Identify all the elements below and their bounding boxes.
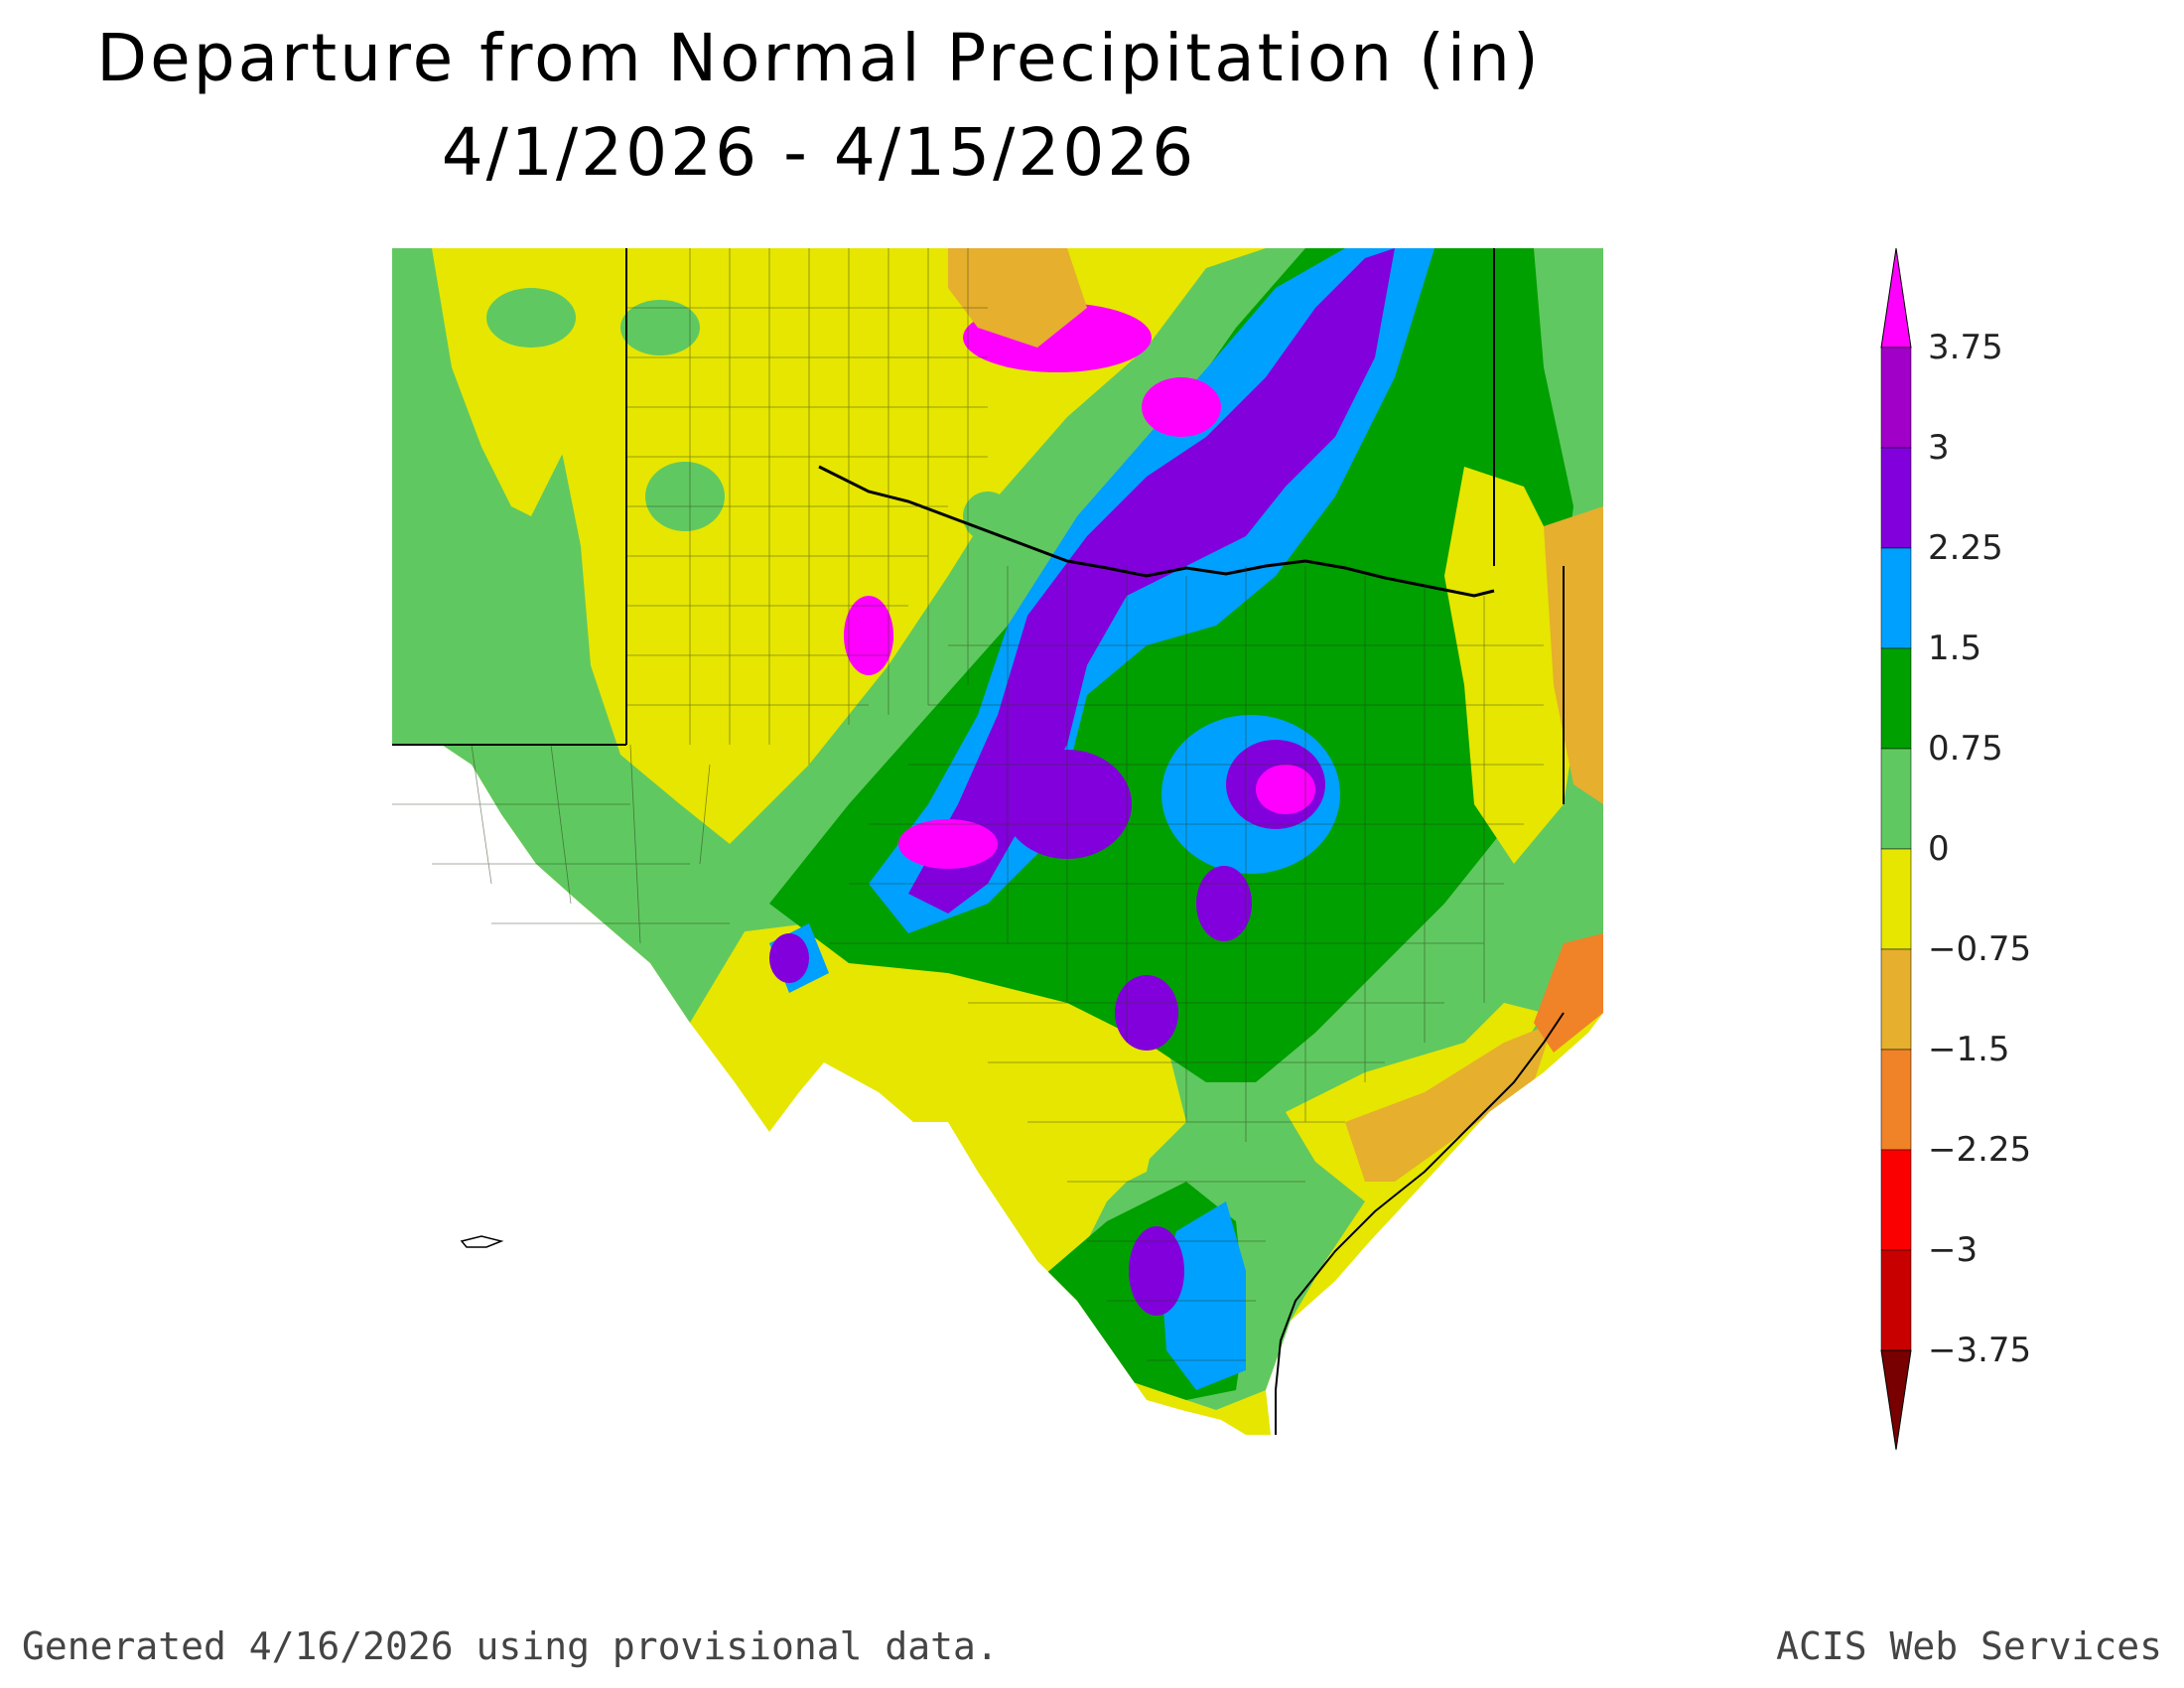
precipitation-field — [392, 248, 1603, 1435]
legend-swatch — [1880, 647, 1912, 750]
legend-swatch — [1880, 447, 1912, 549]
island-outline — [460, 1235, 504, 1248]
generated-note: Generated 4/16/2026 using provisional da… — [22, 1624, 999, 1668]
legend-swatch — [1880, 1149, 1912, 1251]
legend-label: −3.75 — [1928, 1331, 2032, 1370]
source-credit: ACIS Web Services — [1776, 1624, 2162, 1668]
legend-max-arrow — [1880, 247, 1912, 349]
state-boundaries — [392, 248, 1565, 804]
precipitation-map — [392, 248, 1603, 1450]
legend-label: 0 — [1928, 829, 1950, 869]
legend-swatch — [1880, 1049, 1912, 1151]
legend-swatch — [1880, 848, 1912, 950]
legend-label: 1.5 — [1928, 629, 1982, 668]
legend-swatch — [1880, 748, 1912, 850]
legend-label: 3.75 — [1928, 328, 2003, 367]
coastline — [1275, 1012, 1565, 1435]
county-lines — [392, 248, 1544, 1361]
legend-swatch — [1880, 347, 1912, 449]
legend-label: −1.5 — [1928, 1030, 2010, 1069]
color-legend: 3.75 3 2.25 1.5 0.75 0 −0.75 −1.5 −2.25 −3 −3.75 — [1866, 247, 2124, 1460]
legend-swatch — [1880, 547, 1912, 649]
legend-colorbar — [1880, 247, 1912, 1451]
legend-label: −2.25 — [1928, 1130, 2032, 1170]
legend-label: −3 — [1928, 1230, 1979, 1270]
legend-label: 3 — [1928, 428, 1950, 468]
legend-label: 2.25 — [1928, 528, 2003, 568]
map-title: Departure from Normal Precipitation (in) — [96, 20, 1542, 96]
legend-swatch — [1880, 948, 1912, 1051]
legend-label: 0.75 — [1928, 729, 2003, 769]
legend-min-arrow — [1880, 1349, 1912, 1451]
legend-swatch — [1880, 1249, 1912, 1351]
map-subtitle: 4/1/2026 - 4/15/2026 — [441, 114, 1197, 191]
legend-label: −0.75 — [1928, 929, 2032, 969]
